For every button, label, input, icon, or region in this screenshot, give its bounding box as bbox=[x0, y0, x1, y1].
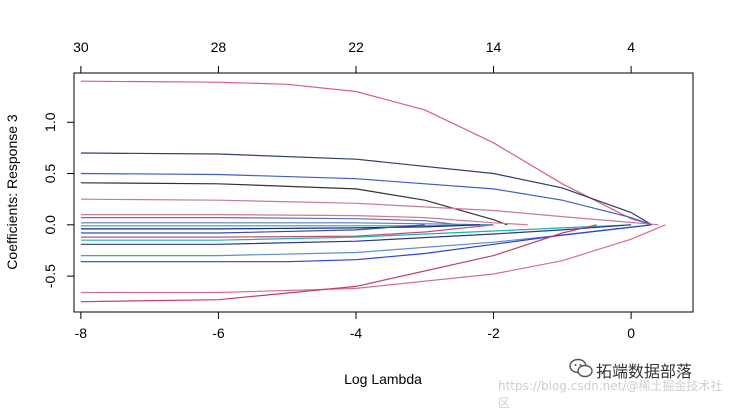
top-tick-label: 14 bbox=[486, 39, 502, 55]
series-line-path-12 bbox=[80, 224, 494, 238]
y-tick-label: 0.5 bbox=[42, 164, 58, 184]
series-layer bbox=[80, 80, 666, 303]
series-line-path-11 bbox=[80, 224, 425, 234]
series-line-path-13 bbox=[80, 224, 632, 241]
axis-layer: -8 -6 -4 -2 0 -0.5 0.0 0.5 1.0 30 28 22 14 4 bbox=[42, 39, 635, 341]
series-line-path-7 bbox=[80, 217, 460, 226]
series-line-path-6 bbox=[80, 214, 528, 226]
y-tick-label: 1.0 bbox=[42, 112, 58, 132]
watermark-brand: 拓端数据部落 bbox=[596, 362, 693, 381]
x-axis-label: Log Lambda bbox=[344, 371, 422, 387]
x-tick-label: -2 bbox=[487, 325, 500, 341]
series-line-path-17 bbox=[80, 224, 666, 294]
series-line-path-10 bbox=[80, 224, 480, 230]
plot-frame bbox=[73, 72, 694, 313]
top-tick-label: 28 bbox=[211, 39, 227, 55]
x-tick-label: -8 bbox=[75, 325, 88, 341]
x-tick-label: -4 bbox=[350, 325, 363, 341]
top-tick-label: 22 bbox=[348, 39, 364, 55]
series-line-path-9 bbox=[80, 224, 494, 227]
series-line-path-14 bbox=[80, 224, 632, 245]
series-line-path-4 bbox=[80, 182, 508, 226]
x-tick-label: -6 bbox=[212, 325, 225, 341]
series-line-path-5 bbox=[80, 198, 659, 226]
series-line-path-3 bbox=[80, 172, 652, 226]
y-tick-label: 0.0 bbox=[42, 215, 58, 235]
top-tick-label: 30 bbox=[73, 39, 89, 55]
series-line-path-2 bbox=[80, 152, 653, 226]
chat-bubble-icon bbox=[569, 358, 593, 378]
x-tick-label: 0 bbox=[627, 325, 635, 341]
top-tick-label: 4 bbox=[627, 39, 635, 55]
series-line-path-1 bbox=[80, 80, 652, 226]
series-line-path-8 bbox=[80, 222, 494, 226]
y-tick-label: -0.5 bbox=[42, 264, 58, 288]
series-line-path-18 bbox=[80, 224, 597, 303]
y-axis-label: Coefficients: Response 3 bbox=[4, 114, 20, 270]
